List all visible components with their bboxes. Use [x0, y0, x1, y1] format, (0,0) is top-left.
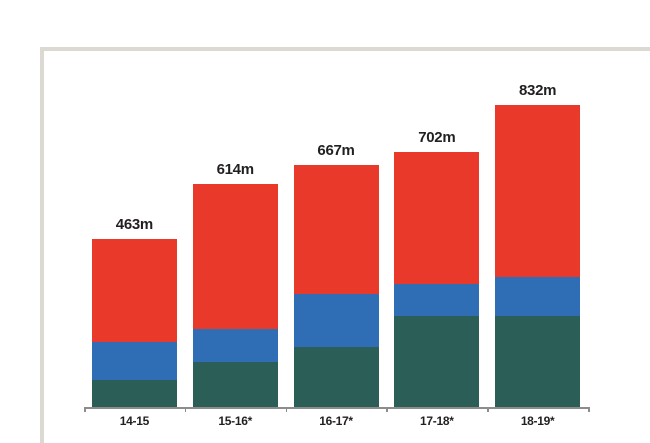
x-axis-tick [487, 407, 489, 412]
total-label: 702m [418, 129, 456, 147]
red-top-segment [91, 238, 177, 342]
bar-14-15 [91, 238, 177, 407]
red-top-segment [293, 164, 379, 295]
x-axis-label: 15-16* [218, 414, 252, 428]
teal-bottom-segment [293, 347, 379, 407]
red-top-segment [394, 152, 480, 285]
x-axis-tick [84, 407, 86, 412]
blue-middle-segment [91, 341, 177, 381]
teal-bottom-segment [495, 316, 581, 407]
blue-middle-segment [394, 284, 480, 317]
total-label: 463m [115, 215, 153, 233]
x-axis-label: 17-18* [420, 414, 454, 428]
blue-middle-segment [192, 328, 278, 362]
x-axis-tick [184, 407, 187, 412]
x-axis-label: 18-19* [520, 414, 555, 428]
page-frame-border [40, 47, 650, 443]
bar-16-17* [293, 164, 379, 407]
red-top-segment [192, 184, 278, 329]
x-axis-label: 16-17* [319, 414, 353, 428]
blue-middle-segment [293, 294, 379, 348]
bar-17-18* [394, 152, 480, 407]
teal-bottom-segment [91, 380, 177, 407]
total-label: 667m [317, 141, 355, 159]
x-axis-tick [386, 407, 388, 412]
teal-bottom-segment [394, 316, 480, 407]
total-label: 832m [519, 81, 557, 99]
red-top-segment [495, 104, 581, 278]
total-label: 614m [216, 161, 254, 179]
x-axis-tick [285, 407, 288, 412]
x-axis-tick [588, 407, 590, 412]
x-axis-line [84, 407, 588, 409]
teal-bottom-segment [192, 361, 278, 407]
bar-18-19* [495, 104, 581, 407]
x-axis-label: 14-15 [119, 414, 150, 428]
bar-15-16* [192, 184, 278, 407]
blue-middle-segment [495, 277, 581, 317]
